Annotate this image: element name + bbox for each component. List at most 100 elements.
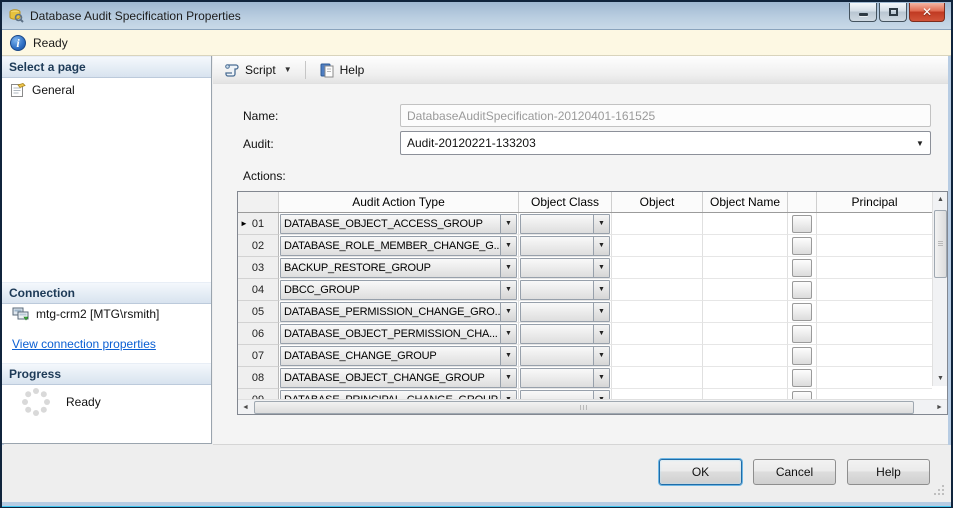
object-cell[interactable]	[612, 257, 703, 279]
object-class-dropdown[interactable]: ▼	[520, 213, 610, 234]
audit-action-type-dropdown[interactable]: DATABASE_CHANGE_GROUP ▼	[280, 345, 517, 366]
chevron-down-icon[interactable]: ▼	[593, 258, 609, 277]
chevron-down-icon[interactable]: ▼	[500, 280, 516, 299]
principal-cell[interactable]	[817, 323, 932, 345]
object-cell[interactable]	[612, 279, 703, 301]
row-header[interactable]: ► 07	[238, 345, 279, 367]
audit-action-type-dropdown[interactable]: DATABASE_OBJECT_CHANGE_GROUP ▼	[280, 367, 517, 388]
resize-grip[interactable]	[933, 484, 945, 496]
object-class-dropdown[interactable]: ▼	[520, 301, 610, 322]
row-header[interactable]: ► 05	[238, 301, 279, 323]
object-name-cell[interactable]	[703, 389, 788, 401]
chevron-down-icon[interactable]: ▼	[593, 280, 609, 299]
column-header-object-class[interactable]: Object Class	[519, 192, 612, 212]
object-class-dropdown[interactable]: ▼	[520, 257, 610, 278]
scroll-left-icon[interactable]: ◄	[242, 404, 249, 411]
horizontal-scrollbar[interactable]: ◄ ►	[238, 399, 947, 414]
audit-action-type-dropdown[interactable]: DATABASE_OBJECT_PERMISSION_CHA... ▼	[280, 323, 517, 344]
audit-action-type-dropdown[interactable]: DATABASE_PERMISSION_CHANGE_GRO... ▼	[280, 301, 517, 322]
view-connection-properties[interactable]: View connection properties	[12, 337, 156, 351]
object-class-dropdown[interactable]: ▼	[520, 345, 610, 366]
audit-action-type-dropdown[interactable]: DATABASE_OBJECT_ACCESS_GROUP ▼	[280, 213, 517, 234]
object-name-cell[interactable]	[703, 279, 788, 301]
browse-button[interactable]	[792, 346, 812, 365]
row-header[interactable]: ► 08	[238, 367, 279, 389]
vertical-scrollbar[interactable]: ▲ ▼	[932, 192, 947, 386]
audit-chevron-down-icon[interactable]: ▼	[916, 138, 924, 148]
principal-cell[interactable]	[817, 279, 932, 301]
row-header[interactable]: ► 09	[238, 389, 279, 401]
object-cell[interactable]	[612, 389, 703, 401]
browse-button[interactable]	[792, 258, 812, 277]
object-cell[interactable]	[612, 323, 703, 345]
vertical-scrollbar-thumb[interactable]	[934, 210, 947, 278]
browse-button[interactable]	[792, 368, 812, 387]
chevron-down-icon[interactable]: ▼	[500, 258, 516, 277]
object-cell[interactable]	[612, 301, 703, 323]
chevron-down-icon[interactable]: ▼	[593, 302, 609, 321]
column-header-object-name[interactable]: Object Name	[703, 192, 788, 212]
principal-cell[interactable]	[817, 257, 932, 279]
chevron-down-icon[interactable]: ▼	[500, 214, 516, 233]
audit-dropdown[interactable]: Audit-20120221-133203 ▼	[400, 131, 931, 155]
object-class-dropdown[interactable]: ▼	[520, 323, 610, 344]
object-cell[interactable]	[612, 345, 703, 367]
browse-button[interactable]	[792, 324, 812, 343]
object-class-dropdown[interactable]: ▼	[520, 367, 610, 388]
audit-action-type-dropdown[interactable]: DATABASE_ROLE_MEMBER_CHANGE_G... ▼	[280, 235, 517, 256]
object-class-dropdown[interactable]: ▼	[520, 389, 610, 401]
sidebar-item-general[interactable]: General	[10, 82, 75, 98]
object-cell[interactable]	[612, 235, 703, 257]
principal-cell[interactable]	[817, 345, 932, 367]
chevron-down-icon[interactable]: ▼	[500, 390, 516, 401]
chevron-down-icon[interactable]: ▼	[593, 390, 609, 401]
object-class-dropdown[interactable]: ▼	[520, 279, 610, 300]
chevron-down-icon[interactable]: ▼	[500, 346, 516, 365]
chevron-down-icon[interactable]: ▼	[593, 368, 609, 387]
object-name-cell[interactable]	[703, 257, 788, 279]
row-header[interactable]: ► 04	[238, 279, 279, 301]
horizontal-scrollbar-thumb[interactable]	[254, 401, 914, 414]
title-bar[interactable]: Database Audit Specification Properties …	[2, 2, 951, 30]
object-name-cell[interactable]	[703, 367, 788, 389]
scroll-up-icon[interactable]: ▲	[937, 196, 944, 203]
column-header-principal[interactable]: Principal	[817, 192, 932, 212]
chevron-down-icon[interactable]: ▼	[593, 214, 609, 233]
help-toolbar-button[interactable]: Help	[314, 60, 370, 80]
principal-cell[interactable]	[817, 213, 932, 235]
minimize-button[interactable]	[849, 2, 877, 22]
object-name-cell[interactable]	[703, 235, 788, 257]
browse-button[interactable]	[792, 390, 812, 401]
maximize-button[interactable]	[879, 2, 907, 22]
browse-button[interactable]	[792, 280, 812, 299]
object-name-cell[interactable]	[703, 301, 788, 323]
ok-button[interactable]: OK	[659, 459, 742, 485]
chevron-down-icon[interactable]: ▼	[593, 236, 609, 255]
close-button[interactable]: ✕	[909, 2, 945, 22]
principal-cell[interactable]	[817, 301, 932, 323]
scroll-right-icon[interactable]: ►	[936, 404, 943, 411]
chevron-down-icon[interactable]: ▼	[593, 324, 609, 343]
audit-action-type-dropdown[interactable]: BACKUP_RESTORE_GROUP ▼	[280, 257, 517, 278]
scroll-down-icon[interactable]: ▼	[937, 375, 944, 382]
chevron-down-icon[interactable]: ▼	[593, 346, 609, 365]
script-button[interactable]: Script ▼	[219, 60, 297, 80]
chevron-down-icon[interactable]: ▼	[500, 302, 516, 321]
help-button[interactable]: Help	[847, 459, 930, 485]
row-header[interactable]: ► 03	[238, 257, 279, 279]
browse-button[interactable]	[792, 302, 812, 321]
row-header[interactable]: ► 02	[238, 235, 279, 257]
audit-action-type-dropdown[interactable]: DATABASE_PRINCIPAL_CHANGE_GROUP ▼	[280, 389, 517, 401]
chevron-down-icon[interactable]: ▼	[500, 324, 516, 343]
script-dropdown-chevron-icon[interactable]: ▼	[283, 65, 292, 74]
browse-button[interactable]	[792, 214, 812, 233]
object-cell[interactable]	[612, 213, 703, 235]
principal-cell[interactable]	[817, 367, 932, 389]
column-header-object[interactable]: Object	[612, 192, 703, 212]
principal-cell[interactable]	[817, 235, 932, 257]
row-header[interactable]: ► 01	[238, 213, 279, 235]
object-cell[interactable]	[612, 367, 703, 389]
cancel-button[interactable]: Cancel	[753, 459, 836, 485]
audit-action-type-dropdown[interactable]: DBCC_GROUP ▼	[280, 279, 517, 300]
row-header[interactable]: ► 06	[238, 323, 279, 345]
